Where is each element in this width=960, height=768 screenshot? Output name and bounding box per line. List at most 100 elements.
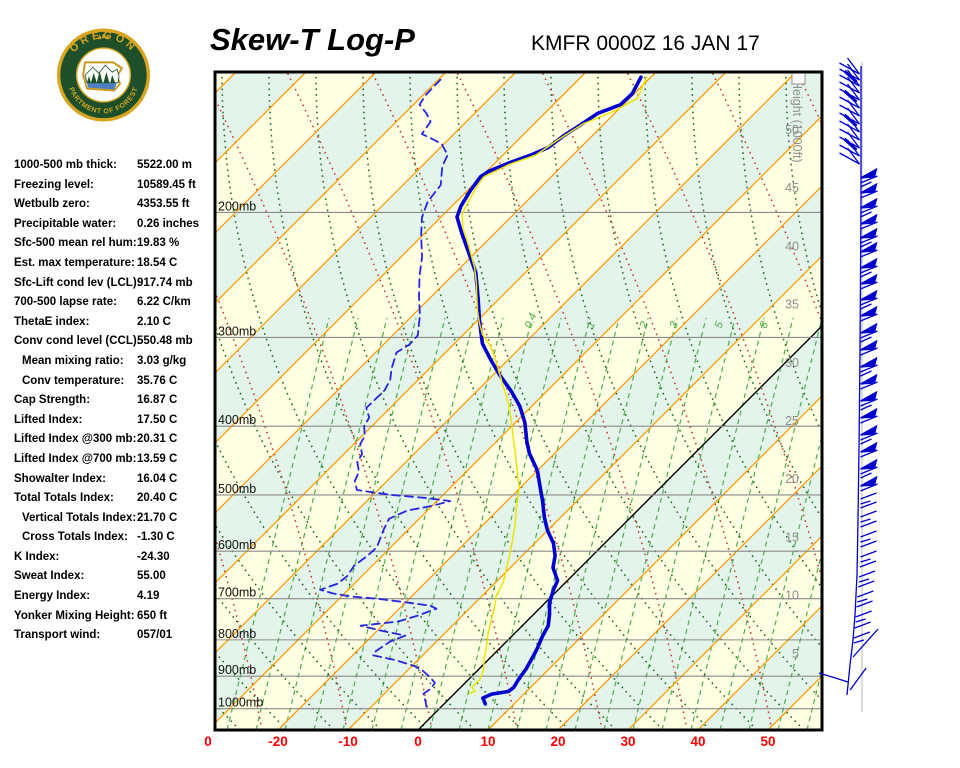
- stats-value: 19.83 %: [137, 237, 180, 250]
- mixing-ratio-label: 1: [585, 320, 598, 330]
- stats-value: 17.50 C: [137, 413, 178, 426]
- height-tick-label: 35: [785, 298, 799, 312]
- height-tick-label: 10: [785, 589, 799, 603]
- pressure-label: 300mb: [218, 324, 256, 338]
- stats-row: 1000-500 mb thick: 5522.00 m: [14, 156, 214, 176]
- temperature-trace: [455, 75, 643, 706]
- stats-value: -24.30: [137, 550, 170, 563]
- mixing-ratio-label: 2: [637, 320, 651, 331]
- temp-axis-label: 10: [480, 734, 495, 749]
- stats-label: Conv temperature:: [22, 374, 125, 387]
- stats-value: 20.40 C: [137, 492, 178, 505]
- stats-label: Total Totals Index:: [14, 492, 114, 505]
- stats-value: 3.03 g/kg: [137, 354, 187, 367]
- stats-label: K Index:: [14, 550, 60, 563]
- stats-label: 700-500 lapse rate:: [14, 296, 117, 309]
- stats-row: Energy Index: 4.19: [14, 587, 214, 607]
- stats-value: 0.26 inches: [137, 217, 200, 230]
- stats-row: Transport wind: 057/01: [14, 626, 214, 646]
- stats-row: Lifted Index @700 mb: 13.59 C: [14, 450, 214, 470]
- stats-row: Sfc-500 mean rel hum: 19.83 %: [14, 234, 214, 254]
- height-tick-label: 40: [785, 239, 799, 253]
- stats-row: Conv cond level (CCL): 550.48 mb: [14, 332, 214, 352]
- pressure-label: 200mb: [218, 199, 256, 213]
- stats-row: 700-500 lapse rate: 6.22 C/km: [14, 293, 214, 313]
- pressure-label: 700mb: [218, 586, 256, 600]
- stats-value: -1.30 C: [137, 531, 175, 544]
- stats-label: Sfc-500 mean rel hum:: [14, 237, 137, 250]
- stats-row: Cross Totals Index: -1.30 C: [14, 528, 214, 548]
- stats-label: ThetaE index:: [14, 315, 90, 328]
- stats-label: Lifted Index:: [14, 413, 83, 426]
- stats-label: 1000-500 mb thick:: [14, 159, 117, 171]
- stats-row: Cap Strength: 16.87 C: [14, 391, 214, 411]
- temp-axis-label: 30: [620, 734, 635, 749]
- stats-row: Vertical Totals Index: 21.70 C: [14, 509, 214, 529]
- stats-value: 35.76 C: [137, 374, 178, 387]
- stats-row: Freezing level: 10589.45 ft: [14, 176, 214, 196]
- stats-label: Mean mixing ratio:: [22, 354, 124, 367]
- stats-row: Sfc-Lift cond lev (LCL): 917.74 mb: [14, 274, 214, 294]
- stats-row: Est. max temperature: 18.54 C: [14, 254, 214, 274]
- stats-value: 4353.55 ft: [137, 198, 190, 211]
- chart-border: [213, 70, 824, 732]
- stats-label: Conv cond level (CCL):: [14, 335, 141, 348]
- stats-row: Wetbulb zero: 4353.55 ft: [14, 195, 214, 215]
- stats-label: Lifted Index @300 mb:: [14, 433, 137, 446]
- mixing-ratio-label: 0.4: [523, 311, 540, 330]
- wind-barb-column: [818, 57, 879, 712]
- stats-label: Transport wind:: [14, 629, 101, 642]
- stats-label: Lifted Index @700 mb:: [14, 452, 137, 465]
- stats-value: 10589.45 ft: [137, 178, 196, 191]
- stats-label: Energy Index:: [14, 590, 91, 603]
- stats-value: 16.04 C: [137, 472, 178, 485]
- stats-label: Est. max temperature:: [14, 256, 135, 269]
- mixing-ratio-label: 3: [668, 319, 682, 330]
- oregon-odf-logo-icon: OREGON DEPARTMENT OF FORESTRY: [52, 22, 151, 122]
- stats-label: Freezing level:: [14, 178, 94, 191]
- pressure-label: 400mb: [218, 413, 256, 427]
- stats-label: Sweat Index:: [14, 570, 85, 583]
- height-tick-label: 5: [792, 647, 799, 661]
- stats-row: Conv temperature: 35.76 C: [14, 372, 214, 392]
- temp-axis-label: 40: [690, 734, 705, 749]
- stats-value: 4.19: [137, 590, 160, 603]
- stats-label: Sfc-Lift cond lev (LCL):: [14, 276, 141, 289]
- stats-value: 18.54 C: [137, 256, 178, 269]
- temp-axis-label: 50: [760, 734, 775, 749]
- dewpoint-trace: [319, 78, 452, 708]
- stats-label: Yonker Mixing Height:: [14, 609, 135, 622]
- stats-label: Cross Totals Index:: [22, 531, 128, 544]
- stats-row: Mean mixing ratio: 3.03 g/kg: [14, 352, 214, 372]
- height-tick-label: 25: [785, 414, 799, 428]
- pressure-label: 800mb: [218, 627, 256, 641]
- temp-axis-label: 20: [550, 734, 565, 749]
- temp-axis-label: -10: [338, 734, 358, 749]
- stats-row: ThetaE index: 2.10 C: [14, 313, 214, 333]
- stats-value: 2.10 C: [137, 315, 171, 328]
- height-tick-label: 50: [785, 123, 799, 137]
- stats-row: Sweat Index: 55.00: [14, 567, 214, 587]
- corner-notch: [791, 72, 806, 85]
- stats-row: Lifted Index @300 mb: 20.31 C: [14, 430, 214, 450]
- stats-value: 057/01: [137, 629, 173, 642]
- stats-value: 550.48 mb: [137, 335, 193, 348]
- stats-value: 917.74 mb: [137, 276, 193, 289]
- stats-row: Total Totals Index: 20.40 C: [14, 489, 214, 509]
- height-axis-title: Height (1000ft): [790, 80, 804, 163]
- stats-value: 650 ft: [137, 609, 168, 622]
- temp-axis-label: -20: [268, 734, 288, 749]
- stats-label: Cap Strength:: [14, 394, 91, 407]
- stats-value: 21.70 C: [137, 511, 178, 524]
- stats-value: 20.31 C: [137, 433, 178, 446]
- temp-axis-label: 0: [414, 734, 422, 749]
- stats-label: Vertical Totals Index:: [22, 511, 137, 524]
- wetbulb-trace: [461, 76, 648, 694]
- stats-label: Showalter Index:: [14, 472, 107, 485]
- mixing-ratio-label: 5: [713, 319, 727, 330]
- station-datetime-label: KMFR 0000Z 16 JAN 17: [531, 32, 760, 55]
